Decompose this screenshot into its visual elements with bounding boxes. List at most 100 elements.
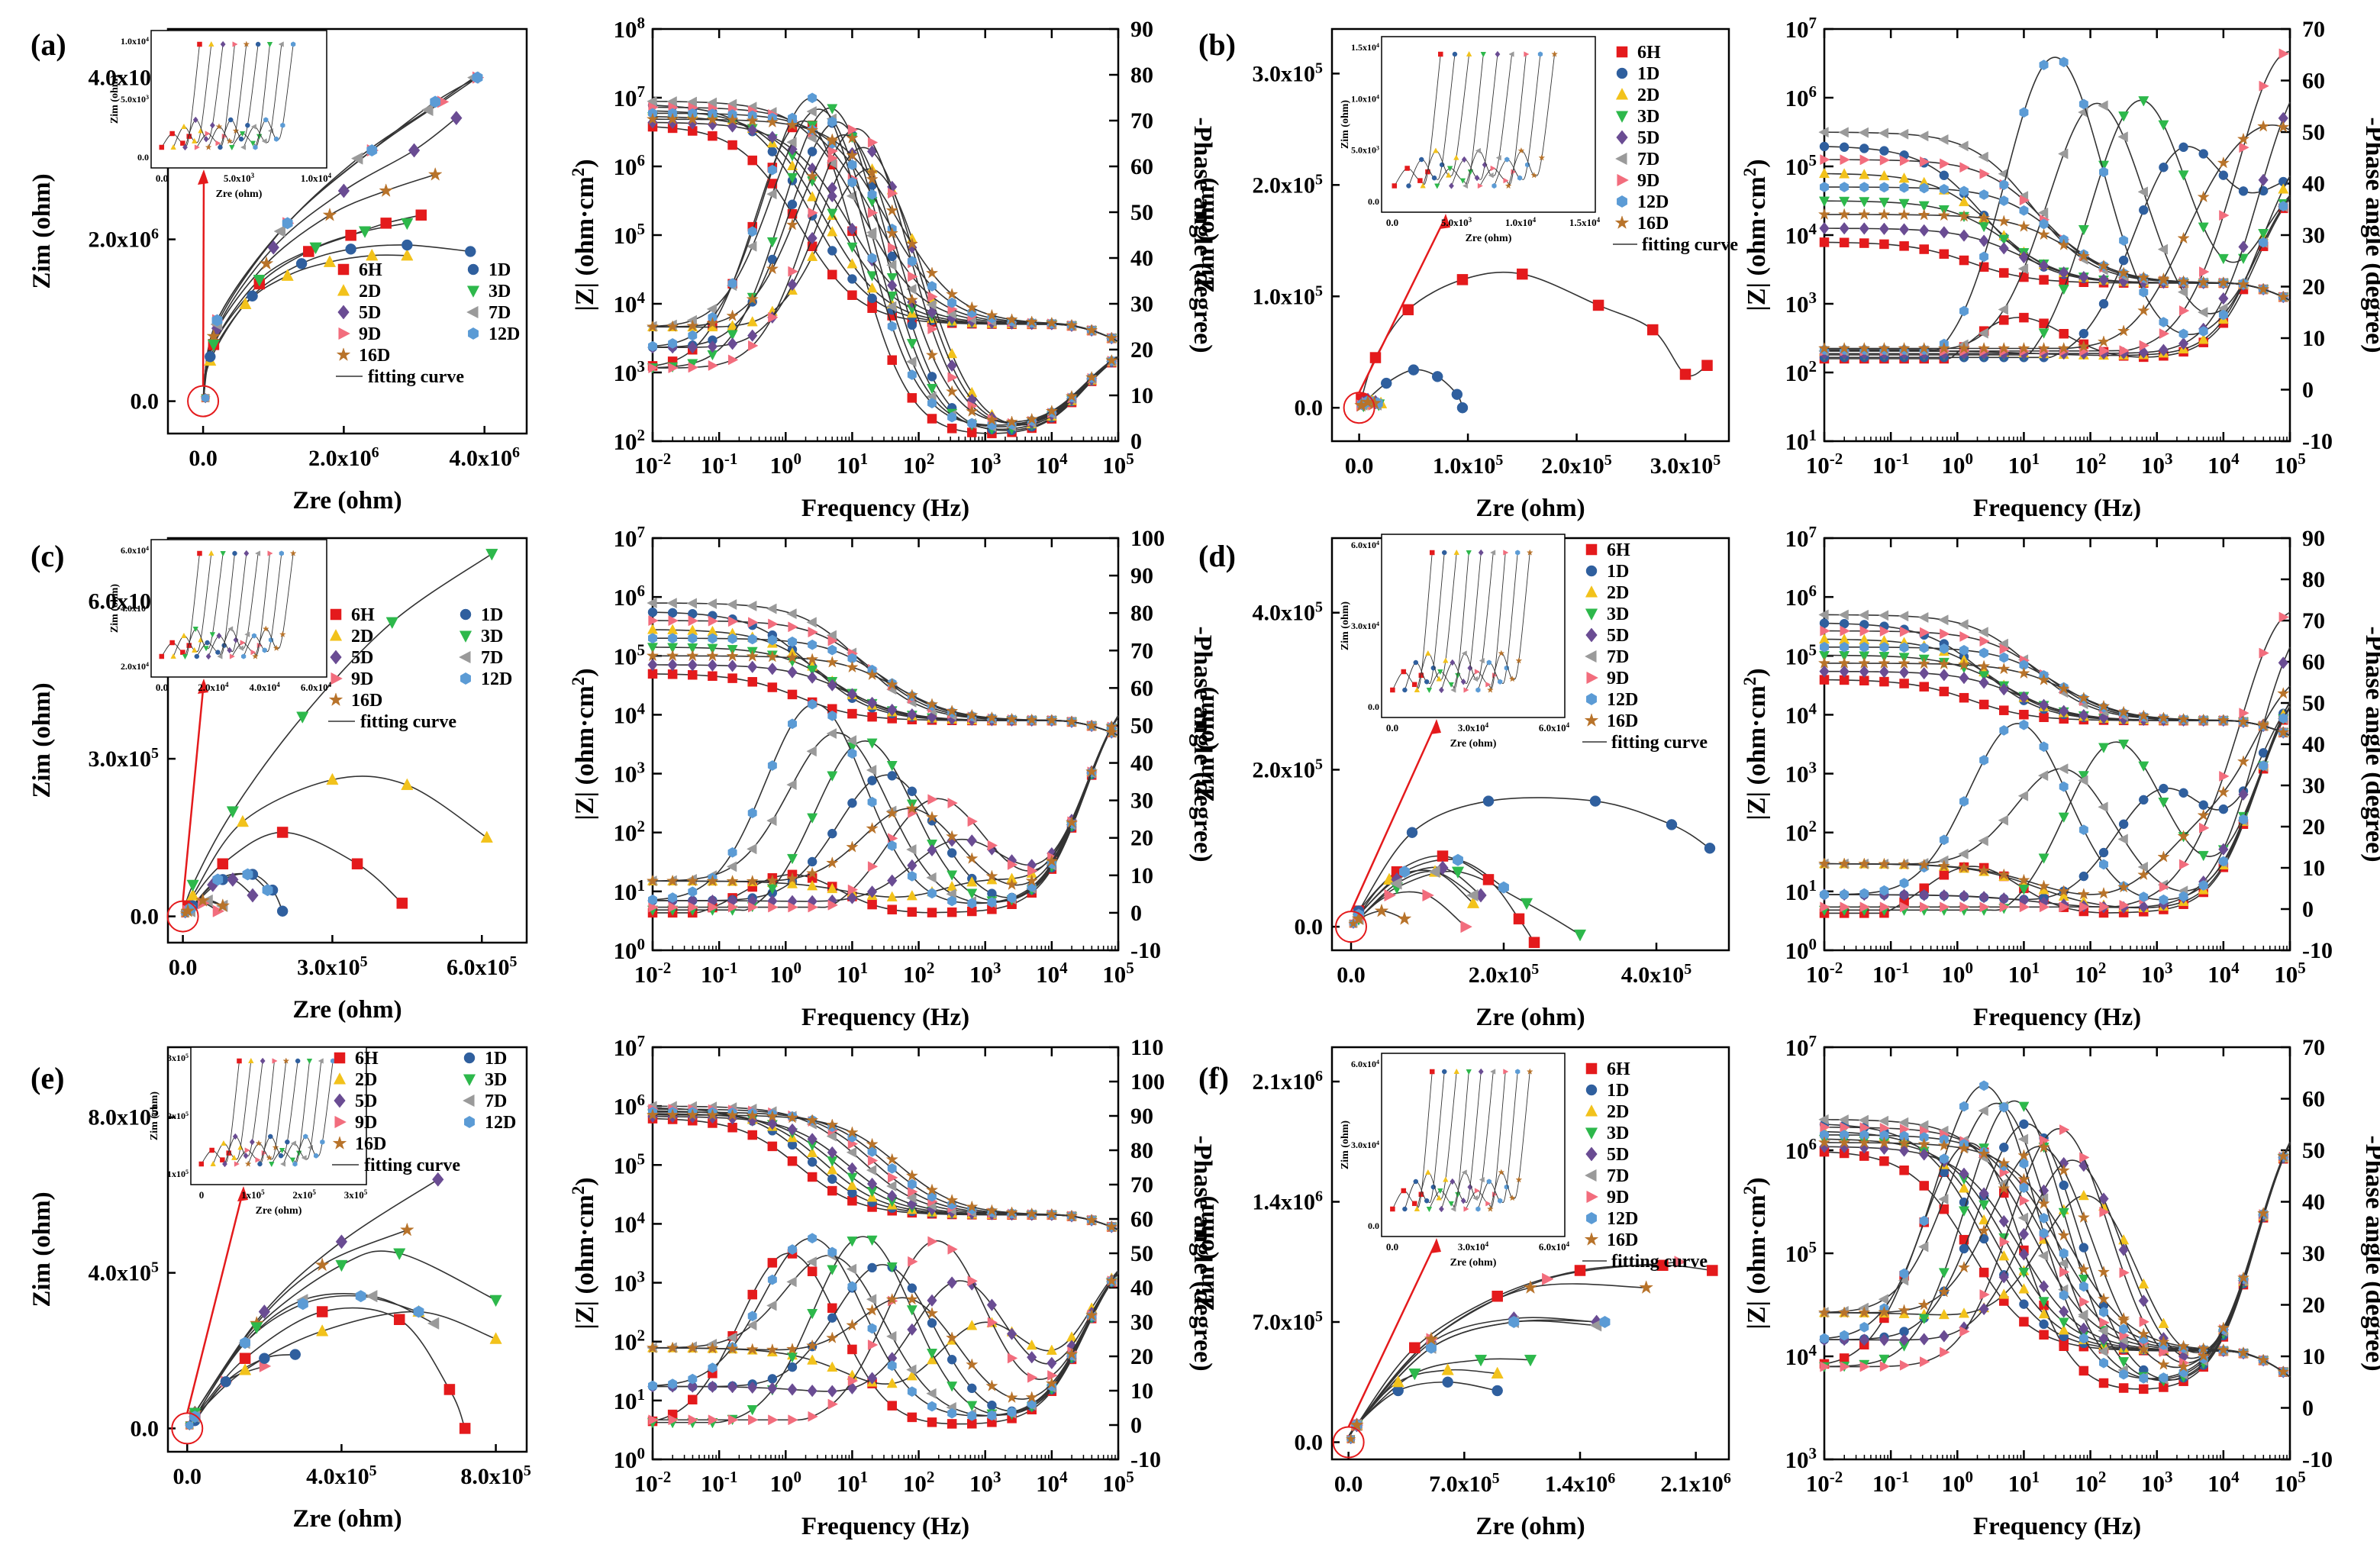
x-axis-label: Frequency (Hz) xyxy=(1973,1513,2141,1540)
inset-y-tick-label: 1.5x104 xyxy=(1351,42,1379,53)
inset-y-tick-label: 3.0x104 xyxy=(1351,1140,1379,1151)
point-3D xyxy=(1573,929,1587,942)
z-point-16D xyxy=(1937,657,1951,670)
z-point-5D xyxy=(687,659,698,672)
phase-point-7D xyxy=(2098,1346,2108,1357)
z-point-5D xyxy=(1898,223,1910,236)
legend-marker-16D xyxy=(328,692,343,707)
inset-point-2D xyxy=(1433,147,1439,153)
phase-point-12D xyxy=(927,888,937,899)
legend-fit-label: fitting curve xyxy=(1642,235,1738,255)
inset-point-7D xyxy=(318,1058,324,1064)
plot-frame xyxy=(651,537,1120,952)
legend-marker-5D xyxy=(337,305,350,320)
z-point-16D xyxy=(2077,692,2091,704)
zoom-arrow-head xyxy=(1440,214,1450,229)
phase-point-16D xyxy=(1878,1305,1891,1318)
inset-y-tick-label: 0.0 xyxy=(1368,701,1379,712)
phase-point-16D xyxy=(1085,370,1098,383)
y2-tick-label: 90 xyxy=(2302,526,2325,551)
point-6H xyxy=(1701,360,1713,372)
x-tick-label: 10-2 xyxy=(634,450,672,479)
y-tick-label: 0.0 xyxy=(1295,914,1324,940)
inset-point-9D xyxy=(1503,177,1509,184)
x-tick-label: 0.0 xyxy=(1337,962,1366,988)
legend-marker-12D xyxy=(468,327,479,340)
legend-label-9D: 9D xyxy=(355,1113,377,1133)
x-tick-label: 4.0x105 xyxy=(1621,961,1692,988)
phase-point-12D xyxy=(2159,1372,2169,1383)
point-12D xyxy=(1453,853,1463,866)
inset-point-6H xyxy=(1417,178,1423,183)
phase-point-7D xyxy=(2137,861,2148,872)
z-point-12D xyxy=(1859,182,1869,193)
phase-point-12D xyxy=(2259,760,2269,772)
point-16D xyxy=(322,207,337,221)
phase-point-1D xyxy=(2139,205,2149,215)
x-tick-label: 10-1 xyxy=(701,959,738,988)
inset-point-6H xyxy=(1401,669,1407,675)
phase-point-12D xyxy=(1959,305,1969,317)
inset-point-9D xyxy=(1503,1069,1509,1075)
inset-y-tick-label: 6.0x104 xyxy=(1351,540,1379,551)
phase-point-1D xyxy=(927,372,937,382)
z-point-5D xyxy=(1898,666,1910,679)
y2-tick-label: 0 xyxy=(2302,1396,2314,1421)
z-point-5D xyxy=(2059,705,2069,717)
legend-marker-1D xyxy=(463,1052,476,1064)
inset-y-axis-label: Zim (ohm) xyxy=(149,1091,160,1141)
phase-point-9D xyxy=(668,901,679,913)
inset-point-2D xyxy=(208,550,214,556)
point-16D xyxy=(1356,398,1367,410)
z-point-16D xyxy=(925,1183,939,1196)
y2-tick-label: 90 xyxy=(1130,1104,1153,1129)
inset-point-12D xyxy=(1537,51,1543,57)
point-1D xyxy=(205,351,216,363)
y-tick-label: 102 xyxy=(1785,817,1817,846)
phase-point-5D xyxy=(707,340,718,353)
z-point-16D xyxy=(945,287,959,300)
legend-label-1D: 1D xyxy=(1637,64,1659,84)
legend-marker-5D xyxy=(334,1093,346,1108)
z-point-12D xyxy=(1899,182,1909,193)
z-point-2D xyxy=(847,258,858,269)
phase-point-2D xyxy=(1938,1308,1949,1320)
inset-point-12D xyxy=(320,1139,325,1145)
x-tick-label: 103 xyxy=(969,1468,1001,1497)
point-1D xyxy=(1456,401,1469,414)
phase-point-16D xyxy=(885,1292,898,1305)
z-point-9D xyxy=(688,615,699,627)
phase-point-12D xyxy=(668,338,678,349)
z-point-5D xyxy=(1919,224,1930,237)
z-point-5D xyxy=(1959,1167,1969,1180)
fit-curve-9D xyxy=(1350,891,1466,927)
phase-point-9D xyxy=(788,266,798,277)
point-3D xyxy=(250,1322,263,1334)
z-point-7D xyxy=(726,598,737,611)
phase-point-16D xyxy=(2037,879,2050,892)
inset-x-tick-label: 0.0 xyxy=(1386,1241,1398,1253)
phase-point-9D xyxy=(788,1414,798,1426)
phase-point-5D xyxy=(1859,1333,1869,1346)
phase-point-12D xyxy=(967,418,977,429)
phase-point-16D xyxy=(2256,120,2270,132)
z-point-16D xyxy=(785,651,799,663)
phase-point-9D xyxy=(2278,611,2290,623)
phase-point-6H xyxy=(2139,1384,2149,1395)
y2-tick-label: 70 xyxy=(2302,608,2325,634)
inset-point-16D xyxy=(1538,153,1546,161)
phase-point-9D xyxy=(688,901,699,913)
z-point-16D xyxy=(2157,711,2170,724)
phase-point-16D xyxy=(686,319,699,331)
z-point-6H xyxy=(1978,699,1989,710)
inset-frame xyxy=(150,30,327,169)
inset-point-16D xyxy=(232,127,240,134)
legend-label-7D: 7D xyxy=(485,1091,507,1111)
y2-tick-label: 30 xyxy=(1130,292,1153,317)
z-point-16D xyxy=(2217,714,2230,726)
x-tick-label: 0.0 xyxy=(169,955,198,980)
phase-point-7D xyxy=(2117,833,2128,845)
phase-point-12D xyxy=(2059,1290,2069,1301)
x-tick-label: 105 xyxy=(2274,450,2306,479)
point-3D xyxy=(309,242,322,255)
